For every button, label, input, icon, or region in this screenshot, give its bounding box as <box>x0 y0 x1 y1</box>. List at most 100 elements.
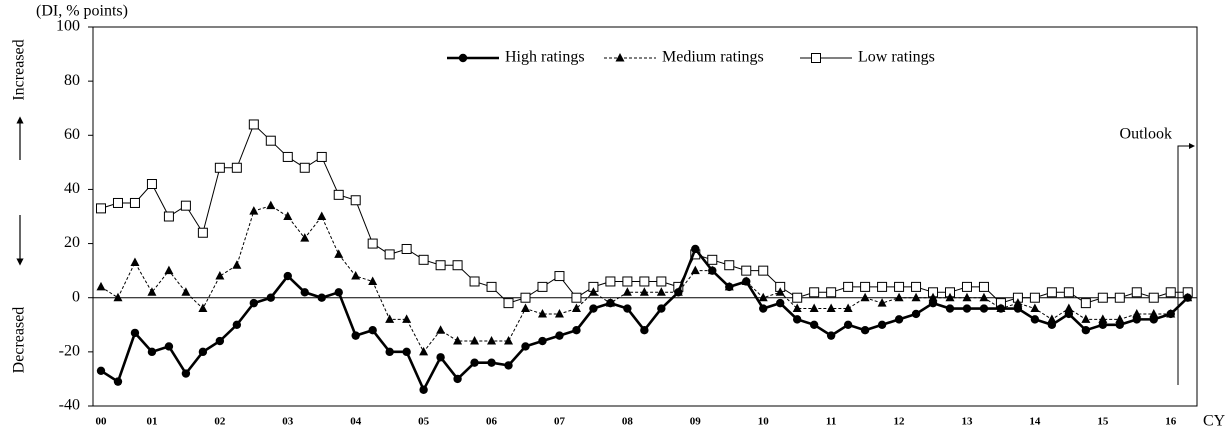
data-point <box>520 292 531 303</box>
data-point <box>215 271 225 280</box>
data-point <box>147 347 157 357</box>
data-point <box>351 271 361 280</box>
data-point <box>130 328 140 338</box>
data-point <box>1098 314 1108 323</box>
data-point <box>1047 314 1057 323</box>
data-point <box>436 353 445 362</box>
data-point <box>317 293 326 302</box>
data-point <box>452 260 463 271</box>
data-point <box>776 298 785 308</box>
data-point <box>198 303 208 313</box>
data-point <box>232 320 242 329</box>
legend-marker <box>458 53 468 63</box>
data-point <box>453 336 463 345</box>
data-point <box>419 385 428 394</box>
data-point <box>945 304 955 313</box>
data-point <box>504 336 514 345</box>
data-point <box>979 304 989 313</box>
data-point <box>181 287 191 296</box>
x-tick-label: 00 <box>96 416 108 428</box>
data-point <box>521 303 530 313</box>
data-point <box>690 265 700 275</box>
data-point <box>555 331 564 340</box>
y-tick-label: 60 <box>64 126 80 143</box>
data-point <box>656 287 666 296</box>
data-point <box>266 293 275 302</box>
data-point <box>129 197 140 208</box>
data-point <box>860 281 871 292</box>
data-point <box>401 243 412 254</box>
data-point <box>350 195 361 206</box>
data-point <box>894 292 904 302</box>
data-point <box>572 326 581 335</box>
x-tick-label: 16 <box>1165 416 1177 428</box>
data-point <box>758 292 768 302</box>
data-point <box>978 281 989 292</box>
data-point <box>843 320 853 329</box>
data-point <box>503 298 514 309</box>
data-point <box>656 276 667 287</box>
data-point <box>758 265 769 276</box>
data-point <box>1030 303 1040 313</box>
data-point <box>334 288 343 297</box>
data-point <box>639 276 650 287</box>
data-point <box>843 303 853 313</box>
data-point <box>300 233 310 242</box>
data-point <box>282 151 293 162</box>
data-point <box>962 292 972 302</box>
data-point <box>402 314 412 323</box>
data-point <box>538 336 547 346</box>
y-tick-label: 80 <box>64 72 80 89</box>
data-point <box>453 374 462 384</box>
data-point <box>435 260 446 271</box>
data-point <box>113 292 123 302</box>
data-point <box>1046 287 1057 298</box>
data-point <box>504 361 513 370</box>
outlook-marker <box>1177 143 1195 385</box>
data-point <box>979 292 989 302</box>
data-point <box>283 211 293 220</box>
data-point <box>1030 315 1040 324</box>
x-tick-label: 01 <box>146 416 157 428</box>
data-point <box>742 277 751 286</box>
data-point <box>826 303 836 313</box>
data-point <box>792 315 802 324</box>
y-tick-label: 20 <box>64 234 80 251</box>
data-point <box>741 265 752 276</box>
data-point <box>368 276 378 285</box>
y-tick-label: 40 <box>64 180 80 197</box>
data-point <box>316 151 327 162</box>
data-point <box>96 281 106 291</box>
data-point <box>571 292 582 303</box>
data-point <box>384 249 395 260</box>
data-point <box>809 303 819 313</box>
data-point <box>639 287 649 296</box>
data-point <box>640 326 649 335</box>
data-point <box>248 119 259 130</box>
data-point <box>436 325 446 334</box>
data-point <box>1063 287 1074 298</box>
data-point <box>537 281 548 292</box>
data-point <box>1165 287 1176 298</box>
x-axis-unit: CY <box>1203 413 1226 430</box>
series-line <box>100 123 1188 304</box>
data-point <box>860 326 870 335</box>
data-point <box>996 304 1006 313</box>
data-point <box>877 320 887 329</box>
outlook-label: Outlook <box>1120 126 1172 143</box>
data-point <box>1029 292 1040 303</box>
x-tick-label: 08 <box>622 416 634 428</box>
data-point <box>1013 298 1023 307</box>
data-point <box>266 200 276 210</box>
data-point <box>249 206 259 215</box>
legend-label: Low ratings <box>858 49 935 66</box>
data-point <box>368 326 377 335</box>
x-tick-label: 03 <box>282 416 294 428</box>
data-point <box>231 162 242 173</box>
data-point <box>860 292 870 302</box>
data-point <box>622 276 633 287</box>
data-point <box>317 211 327 220</box>
data-point <box>843 281 854 292</box>
y-tick-label: -20 <box>59 343 80 360</box>
